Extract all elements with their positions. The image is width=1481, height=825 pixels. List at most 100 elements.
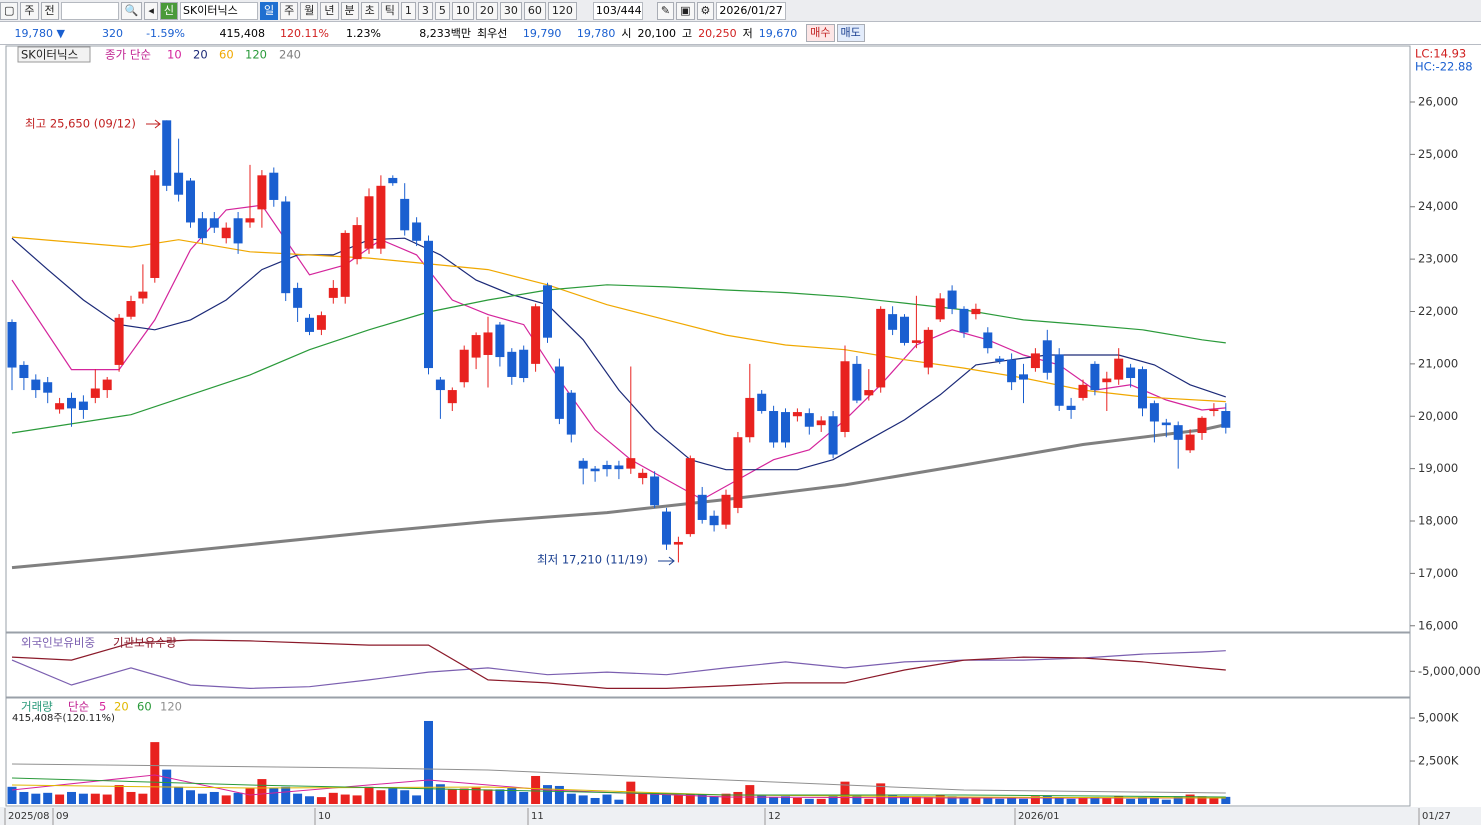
- buy-button[interactable]: 매수: [806, 24, 835, 42]
- period-button[interactable]: 10: [451, 1, 474, 20]
- volume-bar: [1102, 797, 1112, 804]
- period-button[interactable]: 일: [260, 1, 279, 20]
- date-input[interactable]: 2026/01/27: [716, 1, 787, 20]
- volume-bar: [269, 787, 279, 804]
- candle-body: [1019, 374, 1028, 380]
- candle-body: [519, 349, 529, 379]
- candle-body: [935, 298, 945, 320]
- stock-name: SK이터닉스: [180, 1, 259, 20]
- volume-bar: [67, 791, 76, 804]
- volume-bar: [1054, 797, 1064, 804]
- candle-body: [67, 397, 76, 409]
- period-button[interactable]: 월: [300, 1, 319, 20]
- code-input[interactable]: 475150: [60, 1, 119, 20]
- volume-bar: [721, 793, 731, 804]
- candle-body: [7, 321, 17, 368]
- line: [11, 423, 1227, 570]
- period-button[interactable]: 1: [400, 1, 416, 20]
- period-button[interactable]: 초: [360, 1, 379, 20]
- y-tick-label: -5,000,000: [1418, 664, 1481, 678]
- volume-bar: [995, 798, 1005, 804]
- candle-body: [328, 287, 338, 298]
- volume-bar: [626, 781, 636, 804]
- period-button[interactable]: 20: [475, 1, 498, 20]
- y-tick-label: 24,000: [1418, 199, 1458, 213]
- candle-body: [19, 364, 29, 379]
- x-tick-label: 12: [768, 811, 781, 822]
- candle-body: [150, 175, 160, 278]
- candle-body: [721, 494, 731, 525]
- sell-button[interactable]: 매도: [836, 24, 865, 42]
- volume-title: 거래량: [21, 700, 53, 714]
- candle-body: [614, 465, 624, 470]
- period-button[interactable]: 60: [523, 1, 546, 20]
- candle-body: [90, 388, 100, 398]
- candle-body: [566, 392, 576, 435]
- volume-bar: [31, 793, 41, 804]
- line: [11, 639, 1226, 689]
- volume-bar: [566, 793, 576, 804]
- all-button[interactable]: 전: [40, 1, 59, 20]
- icon-button[interactable]: ▢: [0, 1, 19, 20]
- period-button[interactable]: 틱: [380, 1, 399, 20]
- legend-entry: 20: [193, 48, 208, 62]
- volume-bar: [459, 788, 469, 804]
- candle-body: [31, 379, 41, 391]
- candle-body: [471, 335, 481, 358]
- line: [11, 237, 1226, 471]
- candle-body: [531, 306, 541, 364]
- hc-label: HC:-22.88: [1415, 60, 1473, 74]
- price-panel: [5, 45, 1411, 633]
- candle-body: [697, 494, 707, 520]
- y-tick-label: 26,000: [1418, 94, 1458, 108]
- period-button[interactable]: 분: [340, 1, 359, 20]
- volume-bar: [495, 789, 505, 804]
- volume-bar: [1185, 794, 1195, 804]
- low-annotation: 최저 17,210 (11/19): [537, 553, 648, 567]
- period-button[interactable]: 30: [499, 1, 522, 20]
- candle-body: [340, 232, 350, 297]
- y-tick-label: 23,000: [1418, 252, 1458, 266]
- volume-bar: [1114, 796, 1124, 804]
- legend-entry: 외국인보유비중: [21, 636, 95, 650]
- volume-bar: [638, 793, 648, 804]
- volume-bar: [816, 798, 826, 804]
- period-button[interactable]: 120: [547, 1, 577, 20]
- open: 20,100: [637, 26, 677, 40]
- volume-bar: [745, 785, 755, 804]
- candle-body: [781, 412, 790, 443]
- candle-body: [364, 196, 374, 249]
- candle-body: [1185, 434, 1195, 451]
- market-select[interactable]: 주: [20, 1, 39, 20]
- candle-body: [673, 541, 683, 545]
- sound-button[interactable]: ◂: [144, 1, 158, 20]
- settings-button[interactable]: ⚙: [696, 1, 715, 20]
- tool-button[interactable]: ✎: [656, 1, 675, 20]
- search-button[interactable]: 🔍: [120, 1, 143, 20]
- volume-bar: [1066, 798, 1076, 804]
- period-button[interactable]: 주: [280, 1, 299, 20]
- candle-body: [769, 411, 779, 443]
- period-button[interactable]: 5: [434, 1, 450, 20]
- period-button[interactable]: 3: [417, 1, 433, 20]
- volume-bar: [1197, 796, 1207, 804]
- credit-icon[interactable]: 신: [159, 1, 179, 20]
- period-button[interactable]: 년: [320, 1, 339, 20]
- volume-bar: [1090, 797, 1100, 804]
- volume-bar: [1019, 798, 1028, 804]
- volume-bar: [447, 789, 457, 804]
- volume-bar: [852, 795, 862, 804]
- candle-body: [507, 351, 517, 377]
- candle-body: [269, 172, 279, 200]
- volume-bar: [316, 797, 326, 804]
- volume-bar: [971, 797, 981, 804]
- y-tick-label: 25,000: [1418, 147, 1458, 161]
- volume-bar: [1030, 796, 1040, 804]
- high-label: 고: [682, 27, 693, 40]
- save-button[interactable]: ▣: [676, 1, 695, 20]
- volume-bar: [650, 792, 660, 804]
- candle-body: [971, 308, 981, 315]
- volume-bar: [293, 793, 303, 804]
